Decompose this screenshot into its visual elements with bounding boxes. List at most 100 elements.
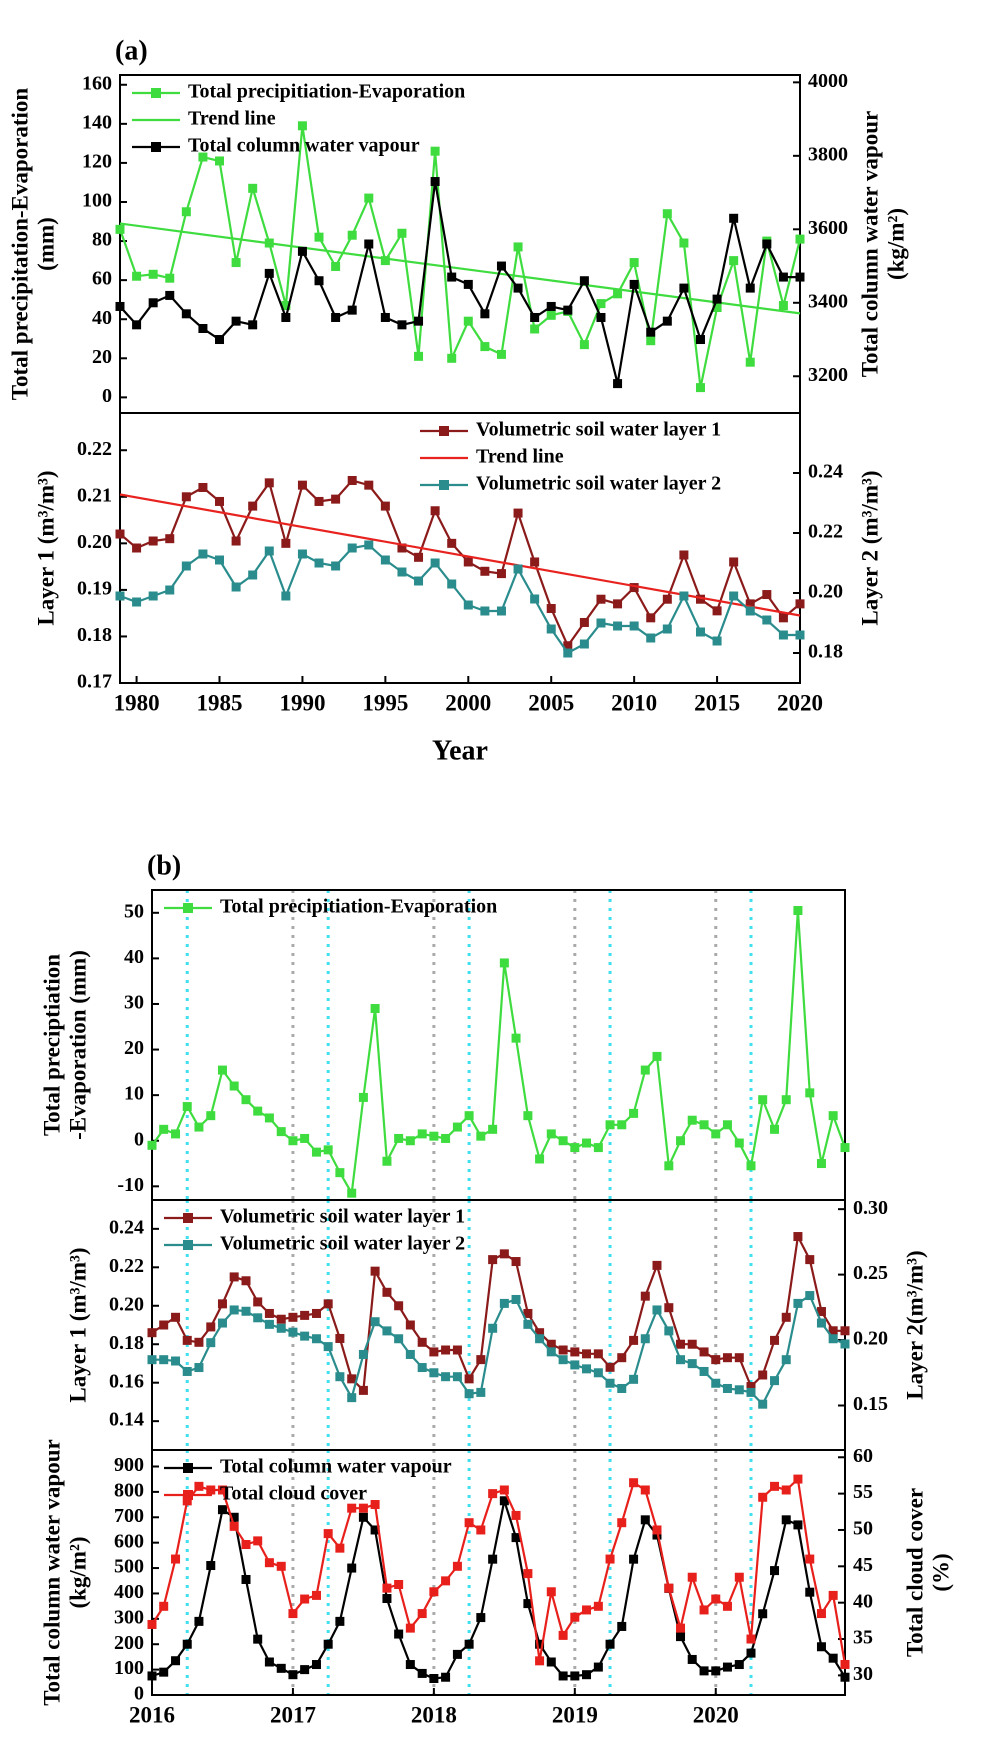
marker xyxy=(712,294,722,304)
y2-tick-label: 55 xyxy=(853,1481,873,1503)
marker xyxy=(546,310,556,320)
marker xyxy=(147,1355,157,1365)
marker xyxy=(241,1306,251,1316)
marker xyxy=(215,496,225,506)
marker xyxy=(734,1572,744,1582)
marker xyxy=(182,1366,192,1376)
marker xyxy=(430,146,440,156)
y2-axis-title: Layer 2(m³/m³) xyxy=(902,1250,927,1399)
marker xyxy=(314,496,324,506)
marker xyxy=(770,1566,780,1576)
marker xyxy=(629,583,639,593)
marker xyxy=(276,1314,286,1324)
panel-label: (a) xyxy=(115,35,148,66)
marker xyxy=(347,1563,357,1573)
marker xyxy=(441,1576,451,1586)
y-axis-title: Total column water vapour xyxy=(39,1439,64,1705)
marker xyxy=(159,1601,169,1611)
marker xyxy=(662,624,672,634)
marker xyxy=(770,1481,780,1491)
marker xyxy=(331,312,341,322)
y-tick-label: 0.20 xyxy=(77,531,112,553)
marker xyxy=(441,1672,451,1682)
marker xyxy=(217,1318,227,1328)
marker xyxy=(347,1188,357,1198)
marker xyxy=(828,1326,838,1336)
marker xyxy=(711,1666,721,1676)
marker xyxy=(570,1671,580,1681)
marker xyxy=(535,1334,545,1344)
y-axis-title: Total precipitation-Evaporation xyxy=(7,88,32,401)
marker xyxy=(499,1496,509,1506)
marker xyxy=(746,1648,756,1658)
marker xyxy=(480,606,490,616)
marker xyxy=(828,1111,838,1121)
x-tick-label: 2000 xyxy=(445,690,491,715)
marker xyxy=(511,1033,521,1043)
y-tick-label: 0.16 xyxy=(109,1370,144,1392)
marker xyxy=(762,239,772,249)
legend-marker xyxy=(151,88,161,98)
marker xyxy=(795,272,805,282)
marker xyxy=(414,351,424,361)
marker xyxy=(288,1136,298,1146)
marker xyxy=(476,1387,486,1397)
marker xyxy=(430,558,440,568)
marker xyxy=(652,1305,662,1315)
marker xyxy=(617,1120,627,1130)
marker xyxy=(687,1115,697,1125)
marker xyxy=(480,309,490,319)
marker xyxy=(397,320,407,330)
marker xyxy=(182,1102,192,1112)
x-tick-label: 2020 xyxy=(777,690,823,715)
marker xyxy=(253,1106,263,1116)
marker xyxy=(181,561,191,571)
marker xyxy=(664,1161,674,1171)
marker xyxy=(530,312,540,322)
series-line xyxy=(119,479,801,649)
marker xyxy=(464,1518,474,1528)
y-tick-label: 100 xyxy=(114,1657,144,1679)
marker xyxy=(695,594,705,604)
marker xyxy=(452,1561,462,1571)
marker xyxy=(397,543,407,553)
marker xyxy=(695,627,705,637)
marker xyxy=(513,283,523,293)
marker xyxy=(382,1156,392,1166)
marker xyxy=(198,482,208,492)
y-axis-title: Layer 1 (m³/m³) xyxy=(33,470,58,625)
marker xyxy=(159,1667,169,1677)
marker xyxy=(722,1120,732,1130)
y-axis-title: Layer 1 (m³/m³) xyxy=(65,1247,90,1402)
marker xyxy=(382,1583,392,1593)
marker xyxy=(840,1659,850,1669)
marker xyxy=(165,273,175,283)
marker xyxy=(712,636,722,646)
marker xyxy=(758,1492,768,1502)
y-tick-label: 80 xyxy=(92,229,112,251)
marker xyxy=(488,1124,498,1134)
y-axis-title: (kg/m²) xyxy=(65,1536,90,1608)
y-tick-label: 40 xyxy=(124,946,144,968)
marker xyxy=(828,1653,838,1663)
x-tick-label: 2020 xyxy=(693,1702,739,1727)
marker xyxy=(679,283,689,293)
legend-marker xyxy=(183,1463,193,1473)
marker xyxy=(171,1656,181,1666)
marker xyxy=(530,557,540,567)
marker xyxy=(463,600,473,610)
marker xyxy=(476,1355,486,1365)
marker xyxy=(311,1590,321,1600)
marker xyxy=(617,1518,627,1528)
marker xyxy=(781,1312,791,1322)
marker xyxy=(215,156,225,166)
y-tick-label: 0.22 xyxy=(77,438,112,460)
marker xyxy=(335,1543,345,1553)
marker xyxy=(596,312,606,322)
legend-marker xyxy=(151,142,161,152)
y2-axis-title: (%) xyxy=(928,1553,953,1591)
marker xyxy=(194,1616,204,1626)
marker xyxy=(181,492,191,502)
marker xyxy=(570,1612,580,1622)
marker xyxy=(253,1313,263,1323)
